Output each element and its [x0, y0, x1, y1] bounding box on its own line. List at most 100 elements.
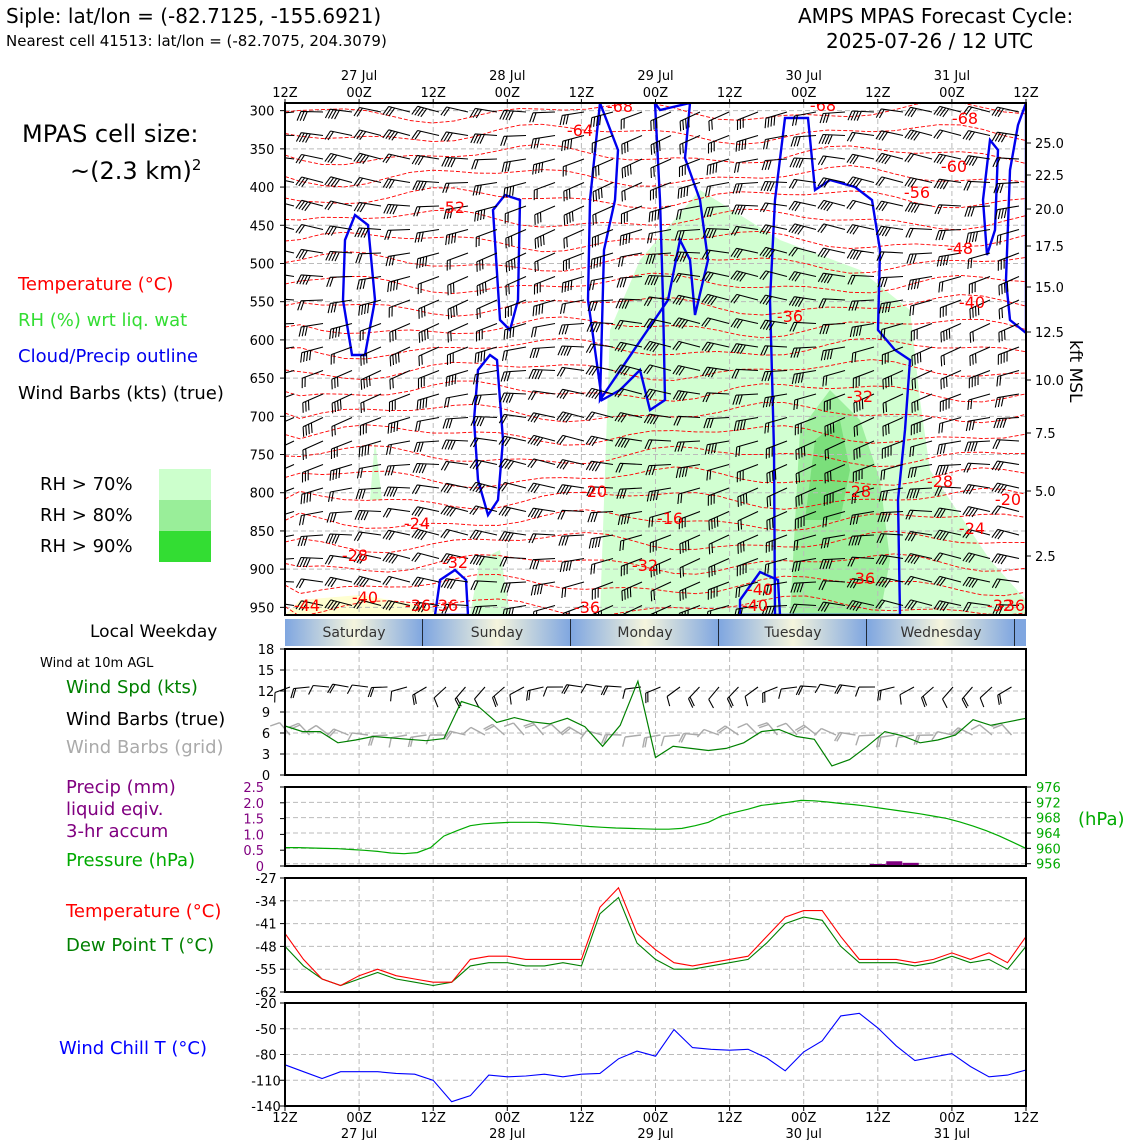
upper-air-wind-barb — [762, 581, 788, 596]
y-tick-label: -34 — [255, 895, 276, 910]
temperature-contour-label: -48 — [947, 239, 973, 258]
upper-air-wind-barb — [440, 553, 469, 564]
upper-air-wind-barb — [619, 228, 643, 246]
upper-air-wind-barb — [504, 299, 527, 318]
upper-air-wind-barb — [940, 346, 962, 367]
upper-air-wind-barb — [708, 534, 730, 555]
upper-air-wind-barb — [708, 111, 730, 132]
pressure-tick-label: 850 — [250, 525, 275, 540]
y-tick-label: 9 — [262, 706, 270, 721]
kft-axis-label: kft MSL — [1065, 340, 1085, 403]
upper-air-wind-barb — [498, 435, 527, 447]
upper-air-wind-barb — [907, 463, 933, 479]
upper-air-wind-barb — [331, 369, 353, 390]
precip-tick-label: 2.0 — [243, 797, 264, 812]
upper-air-wind-barb — [445, 369, 469, 387]
upper-air-wind-barb — [998, 299, 1020, 320]
upper-air-wind-barb — [765, 534, 788, 553]
upper-air-wind-barb — [853, 393, 875, 413]
upper-air-wind-barb — [934, 204, 962, 215]
upper-air-wind-barb — [701, 341, 730, 353]
upper-air-wind-barb — [533, 275, 556, 295]
upper-air-wind-barb — [385, 440, 411, 456]
temperature-contour-label: -64 — [567, 121, 593, 140]
upper-air-wind-barb — [672, 390, 701, 401]
upper-air-wind-barb — [616, 275, 643, 288]
pressure-tick-label: 960 — [1036, 842, 1061, 857]
temperature-contour-label: -36 — [574, 598, 600, 617]
temperature-contour-label: -60 — [941, 157, 967, 176]
y-tick-label: -50 — [255, 1023, 276, 1038]
wind-speed-axis: 0 3 6 9 12 15 18 — [258, 643, 285, 784]
upper-air-wind-barb — [470, 580, 498, 591]
upper-air-wind-barb — [790, 581, 817, 593]
rh-90-label: RH > 90% — [40, 536, 133, 557]
true-wind-barb — [433, 686, 447, 708]
upper-air-wind-barb — [991, 505, 1020, 516]
upper-air-wind-barb — [385, 252, 411, 267]
upper-air-wind-barb — [326, 510, 353, 523]
upper-air-wind-barb — [591, 134, 614, 154]
upper-air-wind-barb — [411, 506, 440, 517]
true-wind-barb — [979, 686, 993, 708]
upper-air-wind-barb — [731, 204, 759, 215]
upper-air-wind-barb — [563, 181, 585, 202]
grid-wind-barb — [367, 734, 388, 746]
upper-air-wind-barb — [470, 133, 498, 144]
temperature-contour-labels: -68-64-68-68-60-56-52-48-40-36-32-28-28-… — [294, 103, 1025, 617]
upper-air-wind-barb — [882, 416, 904, 437]
cloud-outline-contour — [1004, 103, 1026, 335]
cloud-outline-contour — [981, 137, 1000, 256]
top-date-label: 28 Jul — [489, 69, 525, 84]
upper-air-wind-barb — [442, 416, 469, 429]
upper-air-wind-barb — [621, 134, 643, 155]
upper-air-wind-barb — [650, 581, 672, 602]
upper-air-wind-barb — [585, 411, 614, 422]
upper-air-wind-barb — [295, 176, 324, 188]
upper-air-wind-barb — [384, 463, 411, 476]
rh-80-swatch — [159, 500, 211, 531]
upper-air-wind-barb — [285, 603, 295, 607]
upper-air-wind-barb — [819, 322, 846, 335]
upper-air-wind-barb — [388, 299, 411, 318]
dewpoint-line — [284, 896, 1027, 987]
upper-air-wind-barb — [559, 557, 585, 573]
upper-air-wind-barb — [302, 417, 324, 437]
upper-air-wind-barb — [324, 554, 353, 565]
upper-air-wind-barb — [875, 176, 904, 187]
upper-air-wind-barb — [962, 484, 991, 495]
upper-air-wind-barb — [413, 205, 440, 217]
upper-air-wind-barb — [846, 249, 875, 260]
true-wind-barb — [834, 684, 856, 695]
grid-wind-barb — [737, 722, 759, 736]
upper-air-wind-barb — [382, 178, 411, 189]
upper-air-wind-barb — [330, 440, 353, 459]
upper-air-wind-barb — [991, 460, 1020, 471]
bottom-hour-label: 12Z — [569, 1111, 595, 1126]
upper-air-wind-barb — [592, 205, 614, 226]
upper-air-wind-barb — [904, 177, 933, 188]
upper-air-wind-barb — [530, 581, 556, 596]
upper-air-wind-barb — [819, 111, 846, 124]
upper-air-wind-barb — [585, 460, 614, 472]
upper-air-wind-barb — [824, 440, 846, 461]
rh-region — [805, 420, 850, 520]
temperature-contour — [285, 208, 1026, 231]
temperature-contour-label: -36 — [405, 596, 431, 615]
upper-air-wind-barb — [736, 557, 759, 577]
upper-air-wind-barb — [817, 199, 846, 212]
upper-air-wind-barb — [300, 346, 324, 363]
upper-air-wind-barb — [965, 228, 991, 244]
upper-air-wind-barb — [615, 298, 643, 309]
pressure-unit-label: (hPa) — [1078, 809, 1125, 830]
upper-air-wind-barb — [672, 340, 701, 351]
upper-air-wind-barb — [327, 299, 353, 314]
grid-wind-barb — [503, 722, 525, 736]
y-tick-label: -48 — [255, 940, 276, 955]
bottom-date-label: 27 Jul — [341, 1127, 377, 1140]
upper-air-wind-barb — [935, 228, 962, 241]
kft-tick-label: 22.5 — [1035, 169, 1064, 184]
upper-air-wind-barb — [389, 346, 411, 367]
temperature-contour-label: -40 — [352, 588, 378, 607]
upper-air-wind-barb — [911, 346, 933, 366]
